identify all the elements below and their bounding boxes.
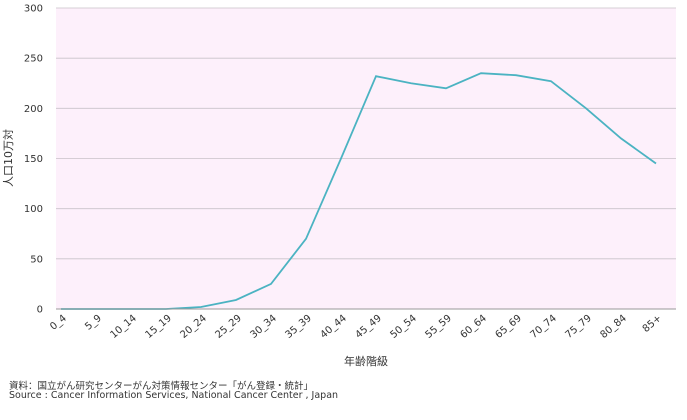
y-tick-labels: 0 50 100 150 200 250 300	[24, 4, 43, 316]
y-tick-label: 50	[30, 254, 43, 265]
y-axis-title: 人口10万対	[1, 129, 15, 187]
x-axis-title: 年齢階級	[344, 354, 388, 368]
x-tick-label: 50_54	[389, 313, 419, 341]
x-tick-label: 65_69	[494, 313, 524, 341]
source-note-english: Source : Cancer Information Services, Na…	[9, 390, 339, 401]
x-tick-label: 20_24	[179, 313, 209, 341]
x-tick-label: 60_64	[459, 313, 489, 341]
x-tick-label: 45_49	[354, 313, 384, 341]
x-tick-label: 5_9	[83, 313, 104, 333]
x-tick-label: 70_74	[529, 313, 559, 341]
x-tick-label: 35_39	[284, 313, 314, 341]
source-note-japanese: 資料：国立がん研究センターがん対策情報センター「がん登録・統計」	[9, 381, 314, 392]
x-tick-label: 85+	[641, 313, 664, 335]
y-tick-label: 100	[24, 204, 43, 215]
x-tick-label: 10_14	[109, 313, 139, 341]
y-tick-label: 150	[24, 154, 43, 165]
y-tick-label: 200	[24, 104, 43, 115]
x-tick-label: 55_59	[424, 313, 454, 341]
y-tick-label: 0	[37, 305, 43, 316]
y-tick-label: 300	[24, 4, 43, 15]
x-tick-label: 75_79	[564, 313, 594, 341]
x-tick-label: 15_19	[144, 313, 174, 341]
gridlines	[56, 7, 676, 260]
x-tick-label: 80_84	[599, 313, 629, 341]
x-tick-label: 40_44	[319, 313, 349, 341]
y-tick-label: 250	[24, 54, 43, 65]
x-tick-label: 0_4	[48, 313, 69, 333]
x-tick-labels: 0_4 5_9 10_14 15_19 20_24 25_29 30_34 35_39 40_4…	[48, 313, 664, 341]
x-tick-label: 30_34	[249, 313, 279, 341]
x-tick-label: 25_29	[214, 313, 244, 341]
